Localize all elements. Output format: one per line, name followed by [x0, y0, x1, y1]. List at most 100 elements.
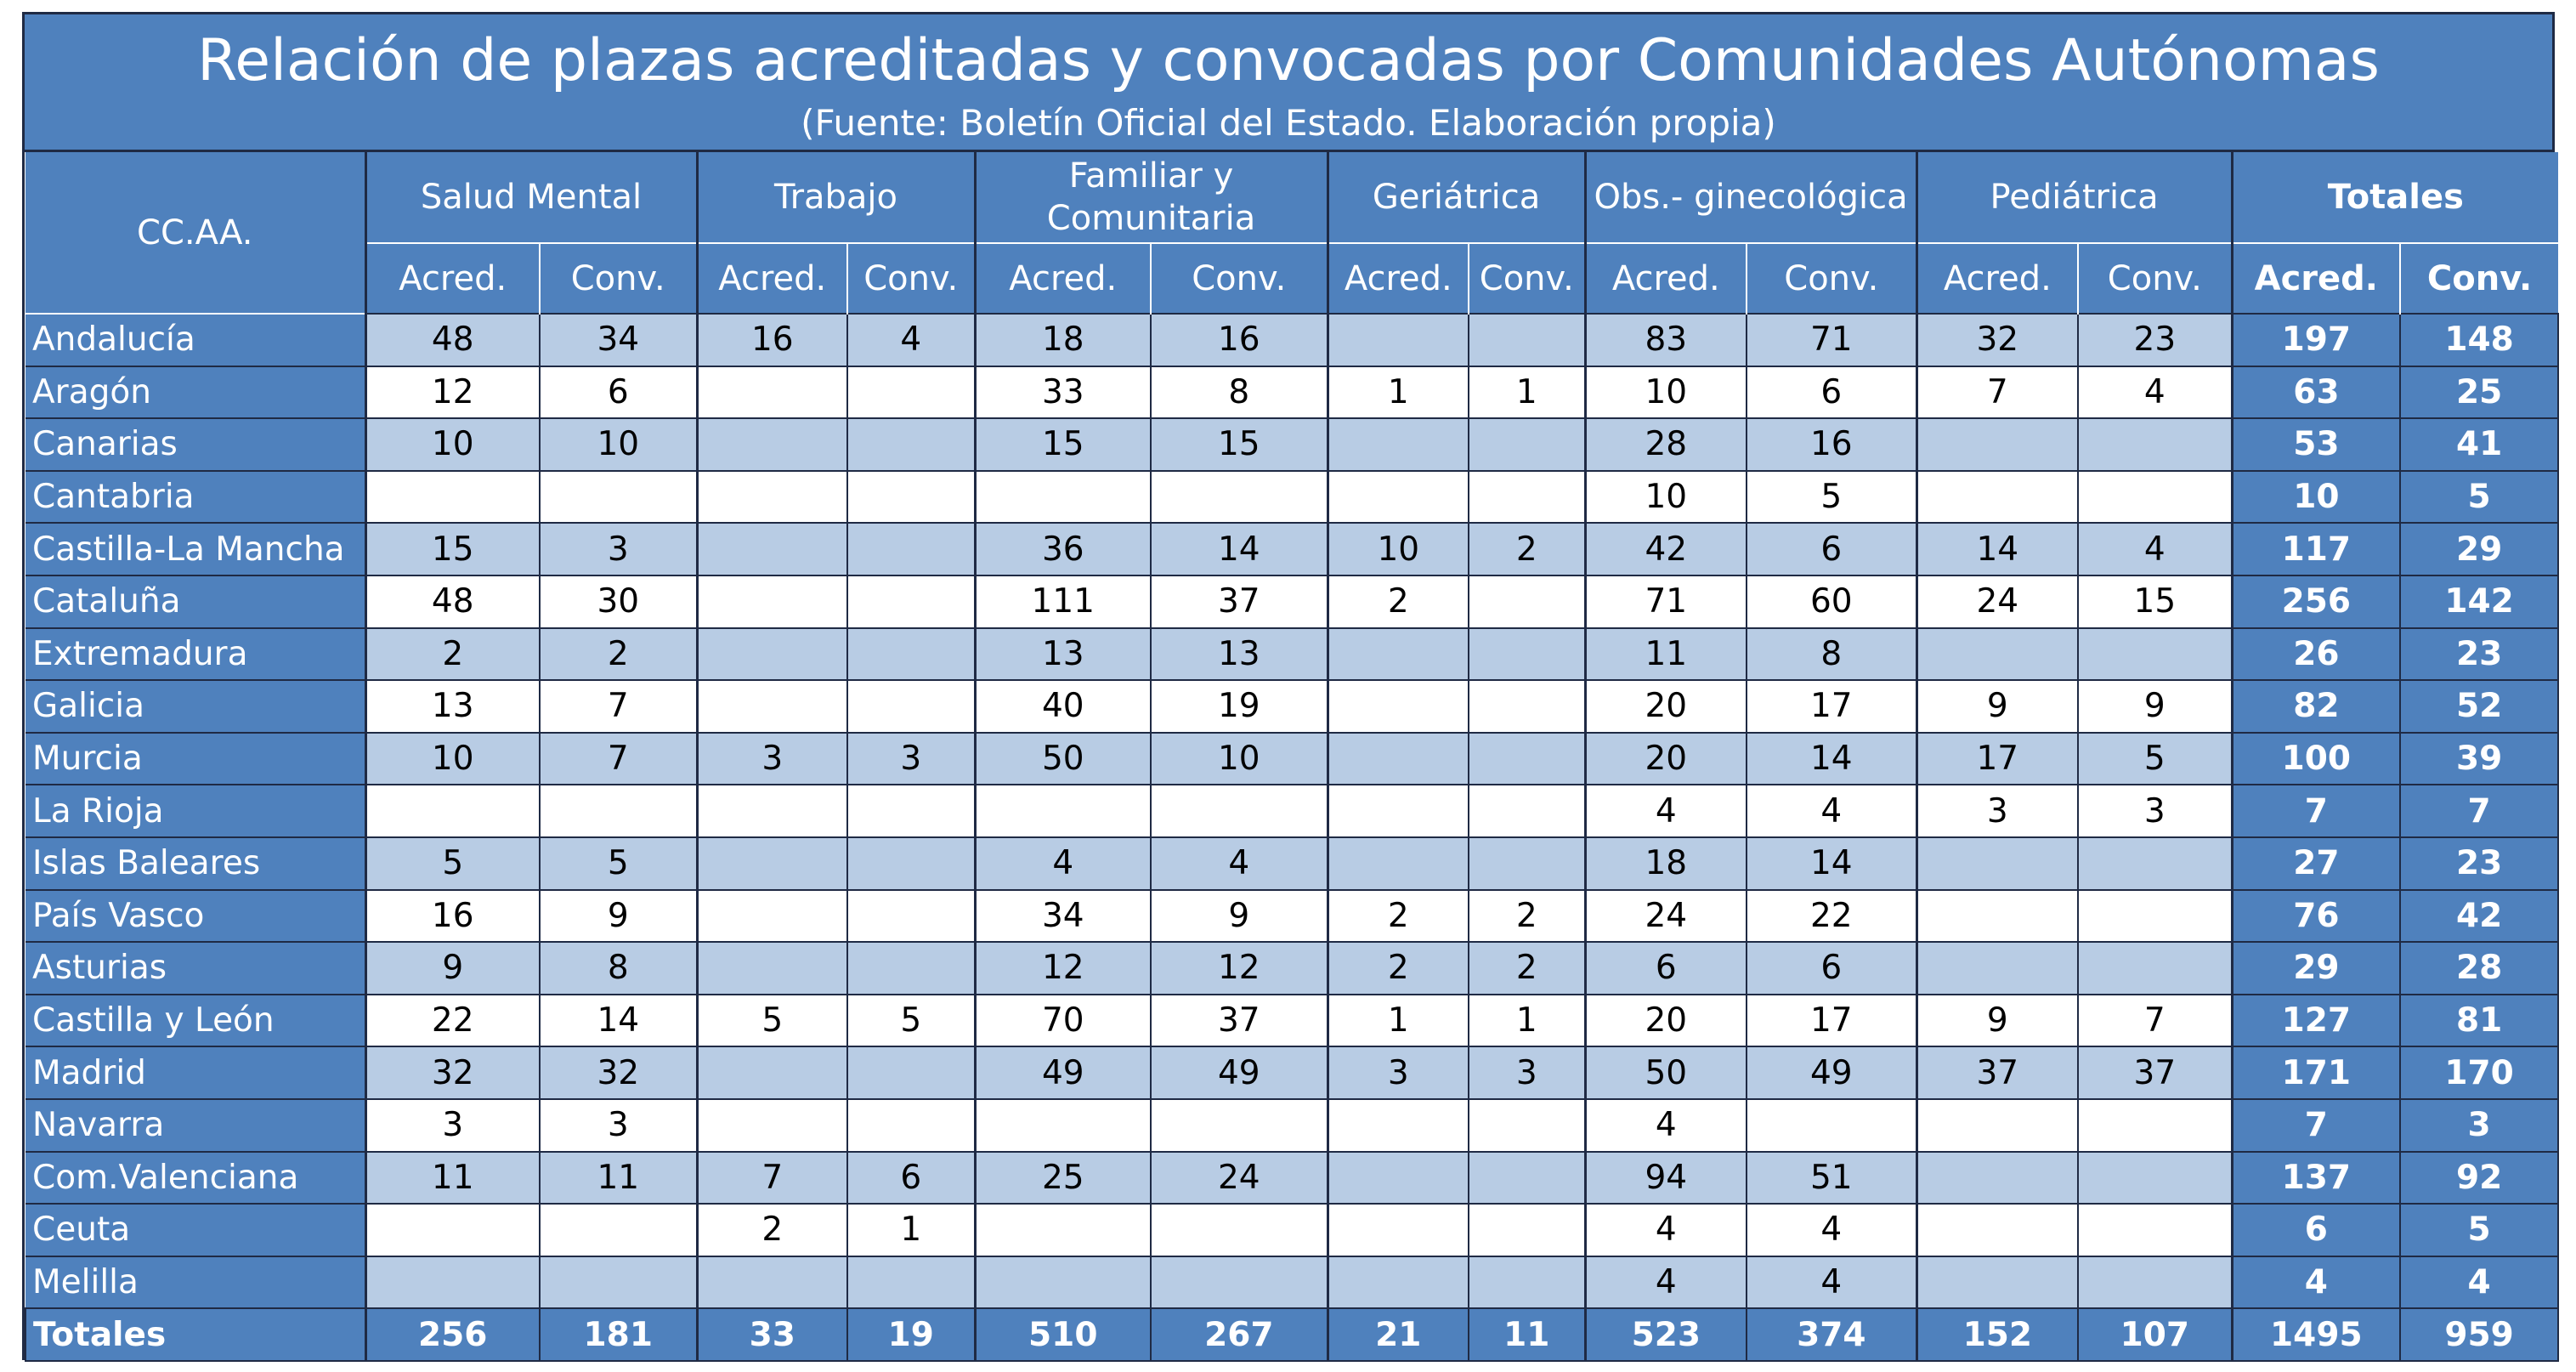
table-cell: 71: [1583, 574, 1748, 629]
table-cell: [846, 1046, 977, 1100]
table-subtitle: (Fuente: Boletín Oficial del Estado. Ela…: [801, 102, 1776, 144]
table-cell: [1468, 574, 1587, 629]
subheader-acred: Acred.: [973, 242, 1152, 314]
table-cell: 23: [2077, 313, 2233, 367]
subheader-acred: Acred.: [1326, 242, 1469, 314]
table-cell: 83: [1583, 313, 1748, 367]
row-total-cell: 29: [2399, 522, 2560, 576]
table-cell: 4: [2077, 522, 2233, 576]
table-cell: 16: [1746, 417, 1918, 472]
table-cell: [364, 784, 541, 838]
table-cell: 3: [1915, 784, 2080, 838]
table-cell: 5: [2077, 731, 2233, 786]
table-cell: [1326, 1255, 1470, 1310]
table-cell: [846, 469, 977, 524]
table-cell: 25: [973, 1150, 1152, 1205]
table-cell: 14: [1915, 522, 2080, 576]
row-total-cell: 171: [2230, 1046, 2402, 1100]
table-cell: [1150, 1255, 1329, 1310]
table-cell: [846, 1255, 977, 1310]
table-cell: [846, 626, 977, 682]
row-total-cell: 39: [2399, 731, 2560, 786]
row-total-cell: 4: [2230, 1255, 2402, 1310]
table-cell: [846, 574, 977, 629]
table-cell: 48: [364, 313, 541, 367]
table-cell: 1: [1468, 365, 1587, 420]
table-cell: 7: [695, 1150, 849, 1205]
table-row: Asturias 9 8 12 12 2 2 6 6 29 28: [25, 941, 2560, 995]
table-cell: [1915, 469, 2080, 524]
table-cell: 37: [2077, 1046, 2233, 1100]
row-total-cell: 53: [2230, 417, 2402, 472]
table-cell: 11: [1583, 626, 1748, 682]
row-total-cell: 63: [2230, 365, 2402, 420]
table-cell: [973, 784, 1152, 838]
table-cell: [695, 417, 849, 472]
table-cell: 60: [1746, 574, 1918, 629]
table-cell: 11: [538, 1150, 699, 1205]
table-cell: [1468, 313, 1587, 367]
table-row: Extremadura 2 2 13 13 11 8 26 23: [25, 626, 2560, 682]
table-cell: 37: [1915, 1046, 2080, 1100]
table-row: Aragón 12 6 33 8 1 1 10 6 7 4 63 25: [25, 365, 2560, 420]
table-cell: [1326, 679, 1470, 734]
table-cell: 51: [1746, 1150, 1918, 1205]
table-cell: 7: [2077, 993, 2233, 1048]
table-cell: 32: [538, 1046, 699, 1100]
table-cell: 8: [1746, 626, 1918, 682]
table-cell: [538, 469, 699, 524]
table-cell: [846, 888, 977, 944]
subheader-conv: Conv.: [538, 242, 698, 314]
table-cell: 6: [1746, 941, 1918, 995]
table-cell: 13: [973, 626, 1152, 682]
table-row: Castilla-La Mancha 15 3 36 14 10 2 42 6 14 4 117 29: [25, 522, 2560, 576]
table-cell: 48: [364, 574, 541, 629]
table-cell: [364, 1255, 541, 1310]
table-cell: [695, 1046, 849, 1100]
table-cell: [2077, 469, 2233, 524]
table-cell: 4: [846, 313, 977, 367]
row-total-cell: 27: [2230, 836, 2402, 891]
table-cell: 16: [695, 313, 849, 367]
row-total-cell: 7: [2399, 784, 2560, 838]
region-name: Ceuta: [25, 1203, 365, 1256]
row-total-cell: 142: [2399, 574, 2560, 629]
row-total-cell: 1495: [2230, 1307, 2402, 1362]
region-name: La Rioja: [25, 784, 365, 837]
table-cell: [695, 469, 849, 524]
table-cell: 1: [1468, 993, 1587, 1048]
table-cell: 2: [364, 626, 541, 682]
table-cell: 20: [1583, 731, 1748, 786]
table-cell: 3: [364, 1097, 541, 1153]
table-cell: 9: [1915, 679, 2080, 734]
table-cell: [538, 1203, 699, 1257]
group-header-salud-mental: Salud Mental: [364, 152, 698, 244]
row-total-cell: 10: [2230, 469, 2402, 524]
subheader-conv: Conv.: [1468, 242, 1586, 314]
table-cell: 17: [1915, 731, 2080, 786]
table-cell: [695, 1255, 849, 1310]
table-cell: [2077, 1150, 2233, 1205]
table-cell: 5: [1746, 469, 1918, 524]
table-cell: 24: [1583, 888, 1748, 944]
table-cell: [1468, 1203, 1587, 1257]
table-cell: 71: [1746, 313, 1918, 367]
table-cell: [695, 365, 849, 420]
table-cell: 2: [1468, 522, 1587, 576]
region-name: País Vasco: [25, 888, 365, 943]
table-cell: 9: [364, 941, 541, 995]
row-total-cell: 76: [2230, 888, 2402, 944]
table-row: Islas Baleares 5 5 4 4 18 14 27 23: [25, 836, 2560, 891]
table-cell: [973, 1203, 1152, 1257]
table-cell: 5: [538, 836, 699, 891]
table-cell: 10: [1583, 365, 1748, 420]
table-cell: 2: [1326, 941, 1470, 995]
table-body: Andalucía 48 34 16 4 18 16 83 71 32 23 197 148 Aragón…: [25, 313, 2560, 1362]
table-cell: 4: [1150, 836, 1329, 891]
row-total-cell: 52: [2399, 679, 2560, 734]
table-cell: [1150, 469, 1329, 524]
group-header-pediatrica: Pediátrica: [1915, 152, 2233, 244]
table-row: Cataluña 48 30 111 37 2 71 60 24 15 256 142: [25, 574, 2560, 629]
table-cell: [1915, 1097, 2080, 1153]
table-cell: 12: [1150, 941, 1329, 995]
